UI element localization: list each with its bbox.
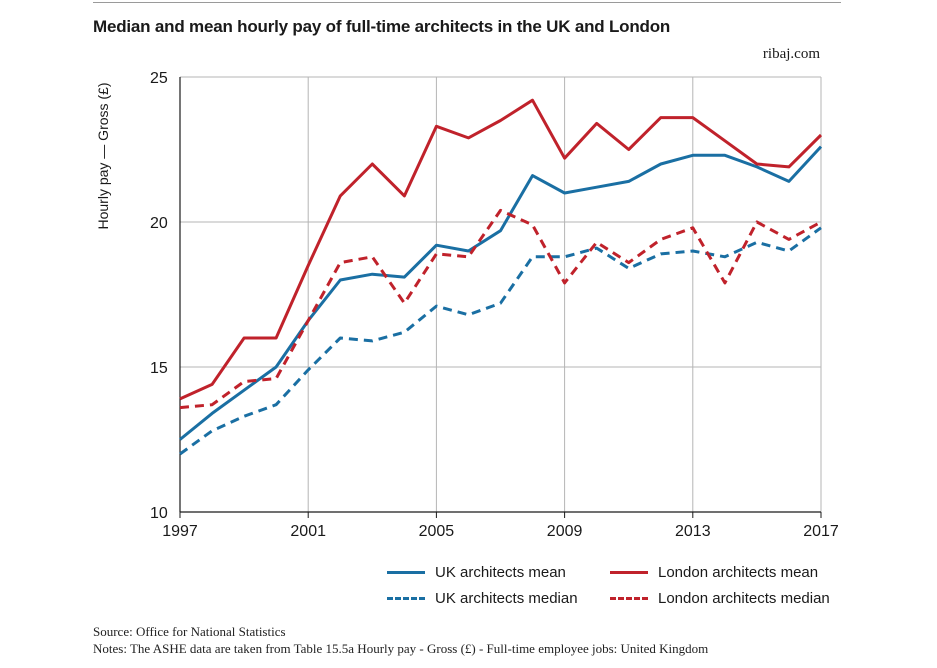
series-lines	[179, 98, 823, 456]
legend-label-uk-median: UK architects median	[435, 590, 578, 607]
legend-label-uk-mean: UK architects mean	[435, 564, 566, 581]
legend-swatch-london-mean	[610, 571, 648, 574]
series-line-uk-median	[179, 226, 822, 456]
series-line-uk-mean	[179, 145, 823, 441]
legend-item-london-median: London architects median	[610, 590, 830, 607]
chart-title: Median and mean hourly pay of full-time …	[93, 17, 671, 36]
axes	[179, 77, 822, 518]
notes-text: Notes: The ASHE data are taken from Tabl…	[93, 641, 709, 656]
y-axis-label: Hourly pay — Gross (£)	[95, 82, 111, 229]
legend-item-uk-mean: UK architects mean	[387, 564, 566, 581]
source-note: Source: Office for National Statistics	[93, 624, 286, 639]
legend-item-uk-median: UK architects median	[387, 590, 578, 607]
brand-label: ribaj.com	[762, 46, 820, 62]
y-tick-label: 20	[150, 215, 168, 232]
y-tick-label: 25	[150, 70, 168, 87]
legend-swatch-london-median	[610, 597, 648, 600]
legend-item-london-mean: London architects mean	[610, 564, 818, 581]
y-tick-label: 10	[150, 505, 168, 522]
legend-label-london-median: London architects median	[658, 590, 830, 607]
series-line-london-mean	[179, 98, 823, 401]
x-tick-label: 2013	[675, 523, 711, 540]
x-tick-label: 2017	[803, 523, 839, 540]
x-tick-label: 1997	[162, 523, 198, 540]
legend-swatch-uk-mean	[387, 571, 425, 574]
x-tick-label: 2009	[547, 523, 583, 540]
x-tick-label: 2005	[419, 523, 455, 540]
y-tick-label: 15	[150, 360, 168, 377]
legend-swatch-uk-median	[387, 597, 425, 600]
top-rule	[93, 2, 841, 3]
series-line-london-median	[179, 208, 822, 410]
legend-label-london-mean: London architects mean	[658, 564, 819, 581]
tick-labels: 10 15 20 25 1997 2001 2005 2009 2013 2017	[150, 70, 839, 540]
x-tick-label: 2001	[290, 523, 326, 540]
